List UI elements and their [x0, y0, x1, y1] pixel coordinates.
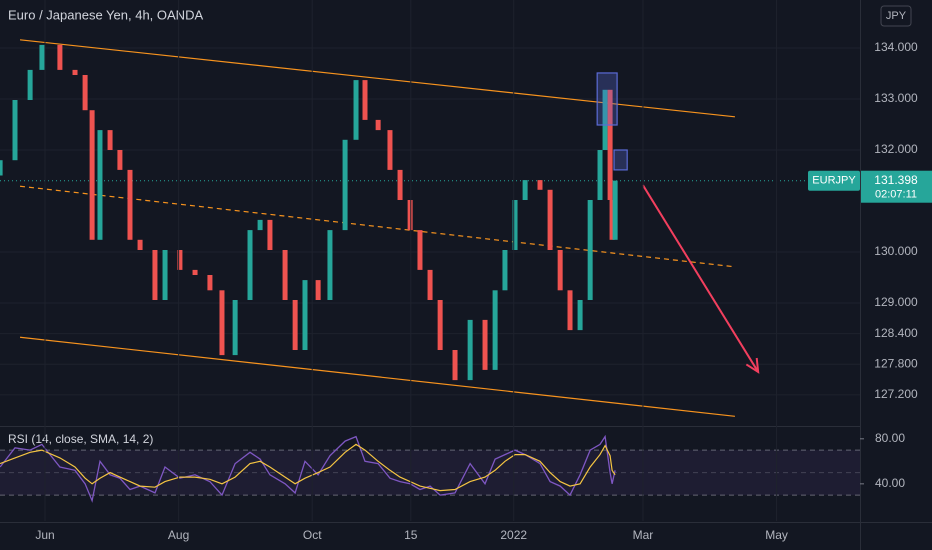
candle-body — [107, 130, 113, 150]
candle-body — [602, 89, 608, 150]
x-tick-label: Jun — [35, 528, 54, 542]
box-annotation — [596, 72, 618, 126]
y-tick-label: 129.000 — [874, 295, 918, 309]
candle-body — [292, 300, 298, 350]
candle-body — [607, 89, 613, 200]
candle-body — [219, 290, 225, 356]
candle-body — [302, 280, 308, 350]
candle-body — [387, 130, 393, 170]
candle-body — [137, 239, 143, 250]
candle-body — [362, 80, 368, 120]
x-tick-label: Mar — [633, 528, 654, 542]
candle-body — [282, 250, 288, 300]
y-tick-label: 128.400 — [874, 326, 918, 340]
trendline — [19, 185, 736, 268]
symbol-badge — [808, 170, 860, 191]
chart-title: Euro / Japanese Yen, 4h, OANDA — [8, 7, 203, 22]
candle-body — [27, 69, 33, 100]
candle-body — [257, 219, 263, 231]
y-tick-label: 133.000 — [874, 91, 918, 105]
candle-body — [315, 280, 321, 300]
x-tick-label: 15 — [404, 528, 418, 542]
candle-body — [177, 250, 183, 270]
candle-body — [117, 150, 123, 170]
price-badge — [861, 170, 932, 203]
trendline — [19, 39, 736, 118]
rsi-values — [0, 434, 616, 503]
candle-body — [127, 169, 133, 240]
candle-body — [522, 180, 528, 200]
candle-body — [39, 44, 45, 70]
candle-body — [353, 80, 359, 140]
candle-body — [12, 100, 18, 161]
candle-body — [492, 290, 498, 370]
candle-body — [397, 169, 403, 200]
candle-body — [162, 250, 168, 300]
candle-body — [557, 250, 563, 291]
rsi-sma — [0, 443, 616, 492]
candle-body — [512, 200, 518, 250]
candle-body — [417, 230, 423, 270]
y-tick-label: 132.000 — [874, 142, 918, 156]
candle-body — [597, 150, 603, 200]
candle-body — [407, 200, 413, 231]
candle-body — [609, 200, 615, 240]
candle-body — [437, 300, 443, 350]
symbol-label: EURJPY — [812, 175, 856, 187]
candle-body — [375, 119, 381, 131]
candle-body — [427, 269, 433, 300]
y-tick-label: 134.000 — [874, 40, 918, 54]
candle-body — [612, 180, 618, 240]
candle-body — [247, 230, 253, 300]
currency-button[interactable] — [880, 5, 912, 27]
countdown-label: 02:07:11 — [875, 189, 917, 201]
arrow — [642, 184, 760, 373]
candle-body — [97, 130, 103, 240]
candle-body — [267, 219, 273, 250]
price-pane — [0, 39, 860, 417]
y-tick-label: 130.000 — [874, 244, 918, 258]
candle-body — [452, 350, 458, 381]
x-tick-label: Oct — [303, 528, 322, 542]
x-tick-label: May — [765, 528, 788, 542]
arrow-head — [745, 357, 760, 374]
x-tick-label: Aug — [168, 528, 189, 542]
box-annotation — [613, 149, 628, 171]
last-price-label: 131.398 — [874, 173, 918, 187]
trendline — [19, 336, 736, 417]
rsi-tick-label: 80.00 — [875, 431, 905, 445]
candle-body — [192, 269, 198, 275]
candle-body — [232, 300, 238, 356]
candle-body — [547, 189, 553, 250]
rsi-label: RSI (14, close, SMA, 14, 2) — [8, 432, 153, 446]
candle-body — [467, 319, 473, 381]
candle-body — [342, 139, 348, 231]
currency-label[interactable]: JPY — [886, 10, 907, 22]
candle-body — [587, 200, 593, 300]
candle-body — [207, 275, 213, 291]
candle-body — [89, 110, 95, 240]
candle-body — [0, 160, 3, 176]
candle-body — [72, 69, 78, 75]
y-tick-label: 127.200 — [874, 387, 918, 401]
candle-body — [57, 44, 63, 70]
x-tick-label: 2022 — [500, 528, 527, 542]
rsi-pane — [0, 434, 860, 503]
candle-body — [327, 230, 333, 300]
candle-body — [482, 319, 488, 370]
candle-body — [567, 290, 573, 331]
candle-body — [502, 250, 508, 291]
candle-body — [537, 180, 543, 190]
y-tick-label: 127.800 — [874, 356, 918, 370]
candle-body — [82, 75, 88, 111]
candle-body — [577, 300, 583, 331]
candle-body — [152, 250, 158, 300]
rsi-tick-label: 40.00 — [875, 476, 905, 490]
